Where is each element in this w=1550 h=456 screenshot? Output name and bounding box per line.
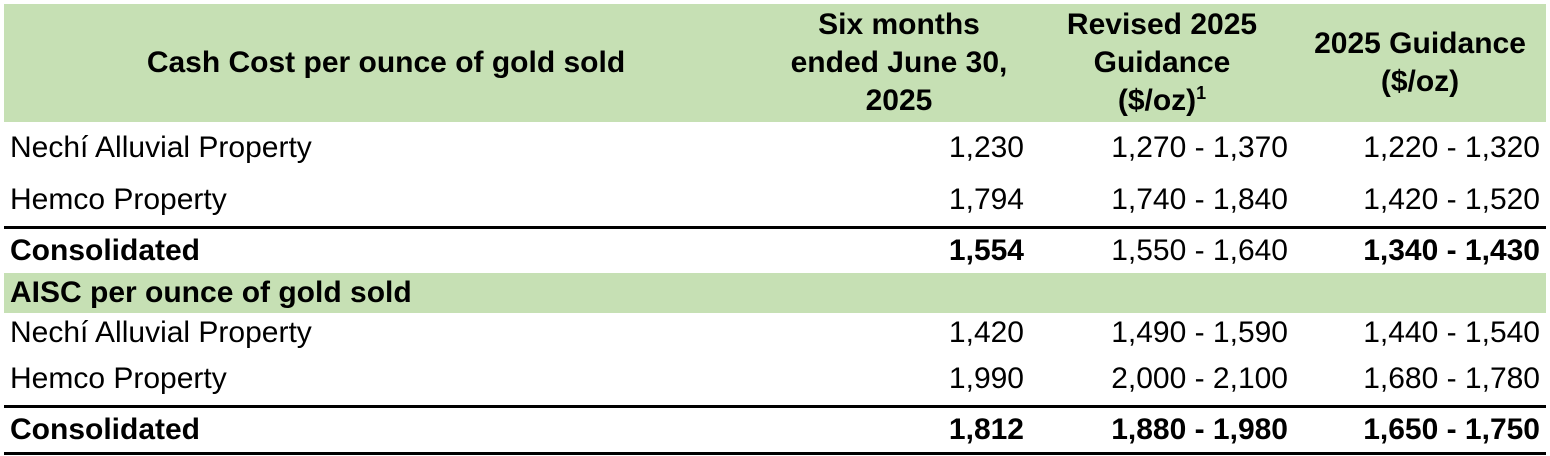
six-months-value: 1,812 bbox=[768, 405, 1030, 455]
header-revised-guidance: Revised 2025 Guidance ($/oz)1 bbox=[1030, 4, 1294, 122]
header-six-months: Six months ended June 30, 2025 bbox=[768, 4, 1030, 122]
row-label: Hemco Property bbox=[10, 183, 227, 216]
table-row: Nechí Alluvial Property 1,420 1,490 - 1,… bbox=[4, 313, 1546, 353]
six-months-value: 1,990 bbox=[948, 362, 1024, 395]
aisc-section-row: AISC per ounce of gold sold bbox=[4, 273, 1546, 313]
row-label: Consolidated bbox=[4, 226, 768, 273]
row-label: Nechí Alluvial Property bbox=[10, 316, 312, 349]
footnote-marker: 1 bbox=[1196, 83, 1207, 103]
guidance-value: 1,680 - 1,780 bbox=[1363, 362, 1540, 395]
guidance-value: 1,220 - 1,320 bbox=[1363, 131, 1540, 164]
row-label: Nechí Alluvial Property bbox=[10, 131, 312, 164]
header-cash-cost: Cash Cost per ounce of gold sold bbox=[4, 4, 768, 122]
revised-guidance-value: 1,490 - 1,590 bbox=[1111, 316, 1288, 349]
table-header-row: Cash Cost per ounce of gold sold Six mon… bbox=[4, 4, 1546, 122]
revised-guidance-value: 1,270 - 1,370 bbox=[1111, 131, 1288, 164]
six-months-value: 1,554 bbox=[768, 226, 1030, 273]
guidance-value: 1,420 - 1,520 bbox=[1363, 183, 1540, 216]
guidance-value: 1,650 - 1,750 bbox=[1294, 405, 1546, 455]
table-row: Hemco Property 1,794 1,740 - 1,840 1,420… bbox=[4, 174, 1546, 228]
revised-guidance-value: 2,000 - 2,100 bbox=[1111, 362, 1288, 395]
row-label: Consolidated bbox=[4, 405, 768, 455]
revised-guidance-value: 1,740 - 1,840 bbox=[1111, 183, 1288, 216]
revised-guidance-value: 1,550 - 1,640 bbox=[1030, 226, 1294, 273]
cost-guidance-table: Cash Cost per ounce of gold sold Six mon… bbox=[4, 4, 1546, 455]
aisc-total-row: Consolidated 1,812 1,880 - 1,980 1,650 -… bbox=[4, 405, 1546, 455]
header-2025-guidance: 2025 Guidance ($/oz) bbox=[1294, 4, 1546, 122]
guidance-value: 1,340 - 1,430 bbox=[1294, 226, 1546, 273]
section-heading: AISC per ounce of gold sold bbox=[4, 273, 1546, 313]
table-row: Nechí Alluvial Property 1,230 1,270 - 1,… bbox=[4, 122, 1546, 174]
table-row: Hemco Property 1,990 2,000 - 2,100 1,680… bbox=[4, 353, 1546, 407]
cash-cost-total-row: Consolidated 1,554 1,550 - 1,640 1,340 -… bbox=[4, 226, 1546, 273]
six-months-value: 1,230 bbox=[948, 131, 1024, 164]
row-label: Hemco Property bbox=[10, 362, 227, 395]
six-months-value: 1,420 bbox=[948, 316, 1024, 349]
revised-guidance-value: 1,880 - 1,980 bbox=[1030, 405, 1294, 455]
guidance-value: 1,440 - 1,540 bbox=[1363, 316, 1540, 349]
six-months-value: 1,794 bbox=[948, 183, 1024, 216]
